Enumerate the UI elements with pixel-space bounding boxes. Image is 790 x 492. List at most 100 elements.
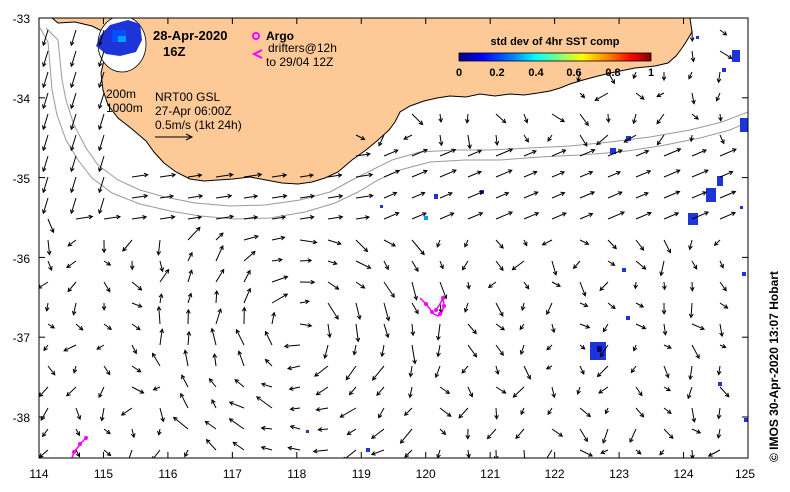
current-arrow <box>436 323 441 341</box>
current-arrow <box>495 191 510 199</box>
current-arrow <box>47 218 55 234</box>
lon-tick-label: 116 <box>158 467 177 481</box>
current-arrow <box>158 293 164 304</box>
current-arrow <box>355 323 361 343</box>
current-arrow <box>434 365 441 379</box>
current-arrow <box>299 194 316 199</box>
current-arrow <box>67 281 77 293</box>
current-arrow <box>661 281 667 291</box>
current-arrow <box>339 407 357 418</box>
current-arrow <box>42 50 49 68</box>
current-arrow <box>579 212 594 220</box>
current-arrow <box>719 29 728 36</box>
current-arrow <box>327 281 340 290</box>
current-arrow <box>131 215 148 220</box>
current-arrow <box>70 176 77 194</box>
colorbar-tick: 0 <box>456 67 462 79</box>
current-arrow <box>579 281 587 297</box>
current-arrow <box>383 260 389 271</box>
current-arrow <box>635 239 645 251</box>
current-arrow <box>579 170 594 178</box>
current-arrow <box>215 232 224 241</box>
current-arrow <box>315 407 329 412</box>
current-arrow <box>689 29 695 43</box>
current-arrow <box>439 212 455 220</box>
current-arrow <box>327 239 342 246</box>
current-arrow <box>243 287 252 304</box>
drifters-label: drifters@12h <box>268 41 337 55</box>
current-arrow <box>519 323 525 331</box>
current-arrow <box>47 365 56 376</box>
current-arrow <box>438 113 443 124</box>
current-arrow <box>688 71 693 80</box>
current-arrow <box>103 323 113 331</box>
current-arrow <box>604 407 610 415</box>
current-arrow <box>187 194 204 199</box>
contour-label-200m: 200m <box>106 87 136 101</box>
current-arrow <box>523 239 528 247</box>
argo-marker-icon <box>252 32 260 40</box>
current-arrow <box>288 386 301 391</box>
current-arrow <box>70 29 77 47</box>
current-arrow <box>523 365 531 380</box>
current-arrow <box>689 281 695 292</box>
current-arrow <box>39 281 49 289</box>
current-arrow <box>370 428 385 440</box>
current-arrow <box>719 343 727 349</box>
current-arrow <box>411 191 426 199</box>
current-arrow <box>355 193 374 199</box>
current-arrow <box>271 257 283 263</box>
current-arrow <box>663 239 671 254</box>
current-arrow <box>495 302 504 317</box>
current-arrow <box>467 149 483 157</box>
current-arrow <box>464 239 469 248</box>
current-arrow <box>487 281 497 289</box>
current-arrow <box>66 386 77 397</box>
axis-ticks <box>38 17 749 458</box>
current-arrow <box>495 260 504 272</box>
current-arrow <box>551 191 566 199</box>
current-arrow <box>183 349 189 367</box>
current-arrow <box>707 449 721 457</box>
current-arrow <box>243 215 259 220</box>
current-arrow <box>103 260 112 266</box>
current-arrow <box>719 386 730 398</box>
current-arrow <box>243 250 256 262</box>
current-arrow <box>234 379 245 388</box>
current-arrow <box>98 113 105 131</box>
current-arrow <box>523 150 537 157</box>
current-arrow <box>98 197 105 215</box>
current-arrow <box>523 113 529 124</box>
current-arrow <box>691 92 696 105</box>
current-arrow <box>607 211 626 220</box>
current-arrow <box>632 113 637 125</box>
current-arrow <box>383 169 401 178</box>
current-arrow <box>96 344 105 350</box>
current-arrow <box>355 215 371 220</box>
current-arrow <box>439 192 453 199</box>
credit-text: © IMOS 30-Apr-2020 13:07 Hobart <box>767 271 781 462</box>
current-arrow <box>458 407 469 419</box>
current-arrow <box>371 365 385 381</box>
current-arrow <box>691 191 708 199</box>
current-arrow <box>594 92 609 101</box>
argo-label: Argo <box>266 29 294 43</box>
current-arrow <box>545 365 553 370</box>
current-arrow <box>461 260 469 271</box>
current-arrow <box>547 407 553 416</box>
current-arrow <box>410 323 416 337</box>
current-arrow <box>439 169 457 178</box>
current-arrow <box>576 386 581 396</box>
lon-tick-label: 121 <box>480 467 500 481</box>
current-arrow <box>663 365 670 379</box>
current-arrow <box>579 449 594 457</box>
current-arrow <box>439 386 451 394</box>
current-arrow <box>63 344 77 352</box>
current-arrow <box>512 386 525 398</box>
current-arrow <box>439 407 452 417</box>
current-arrow <box>380 344 385 358</box>
current-arrow <box>716 407 722 420</box>
current-arrow <box>98 50 105 68</box>
lon-tick-label: 125 <box>735 467 755 481</box>
